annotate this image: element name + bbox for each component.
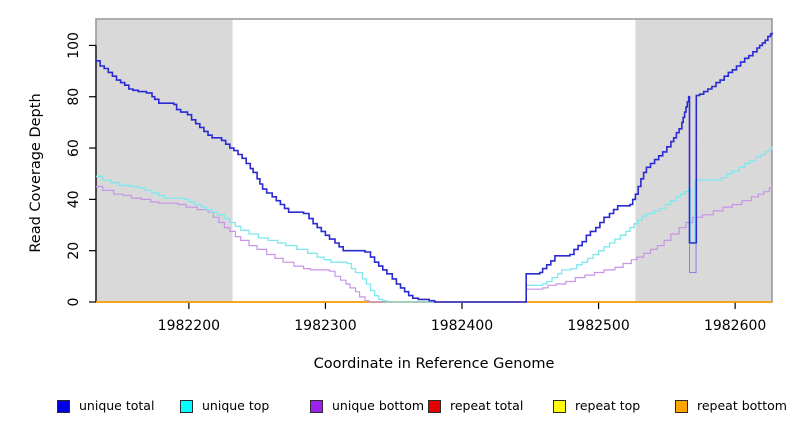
x-tick-label: 1982300 (294, 318, 356, 334)
x-tick-label: 1982500 (567, 318, 629, 334)
notch-outline (689, 242, 697, 273)
legend-swatch-unique-total (57, 399, 70, 413)
y-tick-label: 40 (66, 190, 82, 208)
x-tick-label: 1982200 (158, 318, 220, 334)
legend-item-repeat-bottom: repeat bottom (675, 397, 787, 415)
x-tick-label: 1982400 (431, 318, 493, 334)
legend-swatch-unique-top (180, 399, 193, 413)
legend-label: unique bottom (332, 398, 425, 413)
shaded-repeat-region (635, 20, 772, 302)
legend-item-repeat-top: repeat top (553, 397, 640, 415)
x-axis-title: Coordinate in Reference Genome (313, 356, 555, 372)
y-tick-label: 0 (66, 298, 82, 307)
series-line-unique-bottom (96, 185, 773, 303)
legend-label: repeat bottom (697, 398, 787, 413)
y-axis-title: Read Coverage Depth (28, 93, 44, 253)
y-tick-label: 20 (66, 242, 82, 260)
legend-swatch-repeat-bottom (675, 399, 688, 413)
x-tick-label: 1982600 (704, 318, 766, 334)
legend-label: repeat top (575, 398, 641, 413)
legend-swatch-unique-bottom (310, 399, 323, 413)
y-tick-label: 60 (66, 139, 82, 157)
legend-item-repeat-total: repeat total (428, 397, 523, 415)
y-tick-label: 100 (66, 32, 82, 59)
legend-label: unique top (202, 398, 270, 413)
legend-item-unique-total: unique total (57, 397, 154, 415)
y-tick-label: 80 (66, 88, 82, 106)
legend-item-unique-bottom: unique bottom (310, 397, 424, 415)
legend-label: unique total (79, 398, 155, 413)
legend: unique total unique top unique bottom re… (0, 397, 792, 417)
legend-item-unique-top: unique top (180, 397, 269, 415)
legend-swatch-repeat-total (428, 399, 441, 413)
legend-label: repeat total (450, 398, 524, 413)
shaded-repeat-region (96, 20, 233, 302)
legend-swatch-repeat-top (553, 399, 566, 413)
